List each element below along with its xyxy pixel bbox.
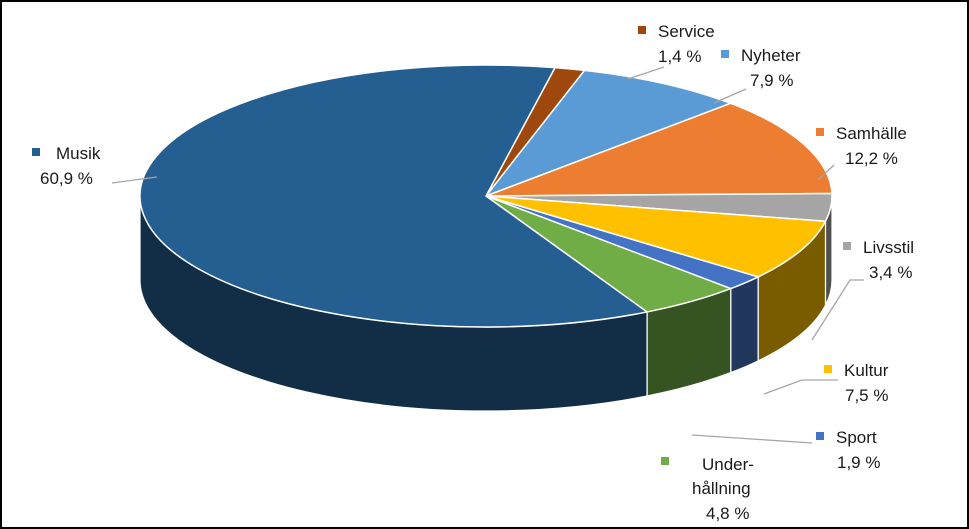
leader-livsstil <box>811 279 864 341</box>
leader-musik <box>111 176 158 184</box>
legend-marker-under-hållning <box>661 457 669 465</box>
value-kultur: 7,5 % <box>845 386 888 405</box>
label-samhälle: Samhälle <box>836 124 907 143</box>
legend-marker-samhälle <box>816 128 824 136</box>
value-musik: 60,9 % <box>40 169 93 188</box>
value-livsstil: 3,4 % <box>869 263 912 282</box>
legend-marker-musik <box>32 148 40 156</box>
label-service: Service <box>658 22 715 41</box>
label-nyheter: Nyheter <box>741 46 801 65</box>
legend-marker-kultur <box>824 365 832 373</box>
label-under-hållning: Under- <box>702 455 754 474</box>
label-kultur: Kultur <box>844 361 889 380</box>
label-livsstil: Livsstil <box>863 238 914 257</box>
legend-marker-nyheter <box>721 50 729 58</box>
slice-musik <box>139 64 649 328</box>
side-sport <box>730 275 759 374</box>
slice-kultur <box>485 195 827 278</box>
leader-nyheter <box>713 88 747 104</box>
leader-lines <box>111 66 864 444</box>
value-service: 1,4 % <box>658 47 701 66</box>
leader-samhälle <box>817 164 835 181</box>
label-under-hållning-line2: hållning <box>692 479 751 498</box>
label-sport: Sport <box>836 428 877 447</box>
leader-service <box>627 66 665 80</box>
legend-marker-sport <box>816 432 824 440</box>
slice-labels: Service 1,4 % Nyheter 7,9 % Samhälle 12,2 % Li… <box>32 22 914 523</box>
pie-tops <box>139 64 833 328</box>
value-nyheter: 7,9 % <box>750 71 793 90</box>
value-sport: 1,9 % <box>837 453 880 472</box>
legend-marker-service <box>638 26 646 34</box>
leader-kultur <box>763 379 838 395</box>
value-samhälle: 12,2 % <box>845 149 898 168</box>
slice-nyheter <box>483 69 733 198</box>
leader-sport <box>691 434 813 444</box>
slice-samhälle <box>485 102 833 197</box>
value-under-hållning: 4,8 % <box>706 504 749 523</box>
label-musik: Musik <box>56 144 101 163</box>
legend-marker-livsstil <box>843 242 851 250</box>
